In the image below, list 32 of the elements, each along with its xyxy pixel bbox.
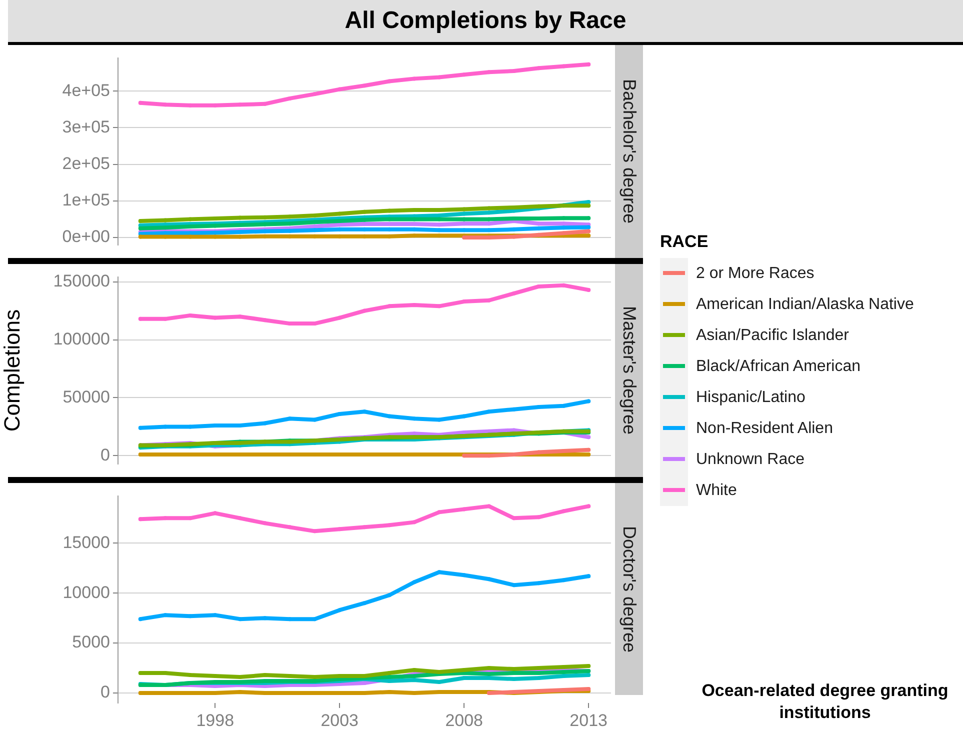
legend-label: 2 or More Races: [696, 264, 814, 282]
x-tick-label: 2008: [445, 710, 484, 730]
chart-title: All Completions by Race: [8, 0, 963, 45]
x-tick-label: 2013: [570, 710, 608, 730]
y-tick-label: 4e+05: [62, 80, 110, 100]
legend-label: Black/African American: [696, 358, 861, 376]
y-tick-label: 100000: [53, 329, 110, 348]
y-tick-label: 0: [100, 682, 110, 702]
y-axis-title: Completions: [0, 309, 24, 432]
text: Bachelor's degree: [618, 79, 640, 224]
y-tick-label: 0e+00: [62, 227, 110, 246]
y-tick-label: 3e+05: [62, 117, 110, 136]
y-tick-label: 10000: [62, 582, 110, 602]
legend-label: American Indian/Alaska Native: [696, 296, 914, 314]
text: Doctor's degree: [618, 526, 640, 652]
y-tick-label: 5000: [72, 632, 110, 652]
legend-label: Non-Resident Alien: [696, 420, 833, 438]
y-tick-label: 15000: [62, 532, 110, 552]
legend-label: White: [696, 482, 737, 500]
y-tick-label: 2e+05: [62, 154, 110, 173]
y-tick-label: 150000: [53, 272, 110, 291]
y-tick-label: 0: [100, 445, 110, 464]
legend-label: Unknown Race: [696, 450, 804, 468]
y-tick-label: 1e+05: [62, 190, 110, 210]
x-tick-label: 2003: [320, 710, 359, 730]
legend-label: Asian/Pacific Islander: [696, 326, 849, 344]
legend-title: RACE: [660, 232, 710, 252]
text: Master's degree: [618, 306, 640, 435]
x-tick-label: 1998: [196, 710, 234, 730]
legend-label: Hispanic/Latino: [696, 388, 806, 406]
text: Ocean-related degree granting institutions: [700, 680, 950, 724]
y-tick-label: 50000: [62, 387, 110, 406]
